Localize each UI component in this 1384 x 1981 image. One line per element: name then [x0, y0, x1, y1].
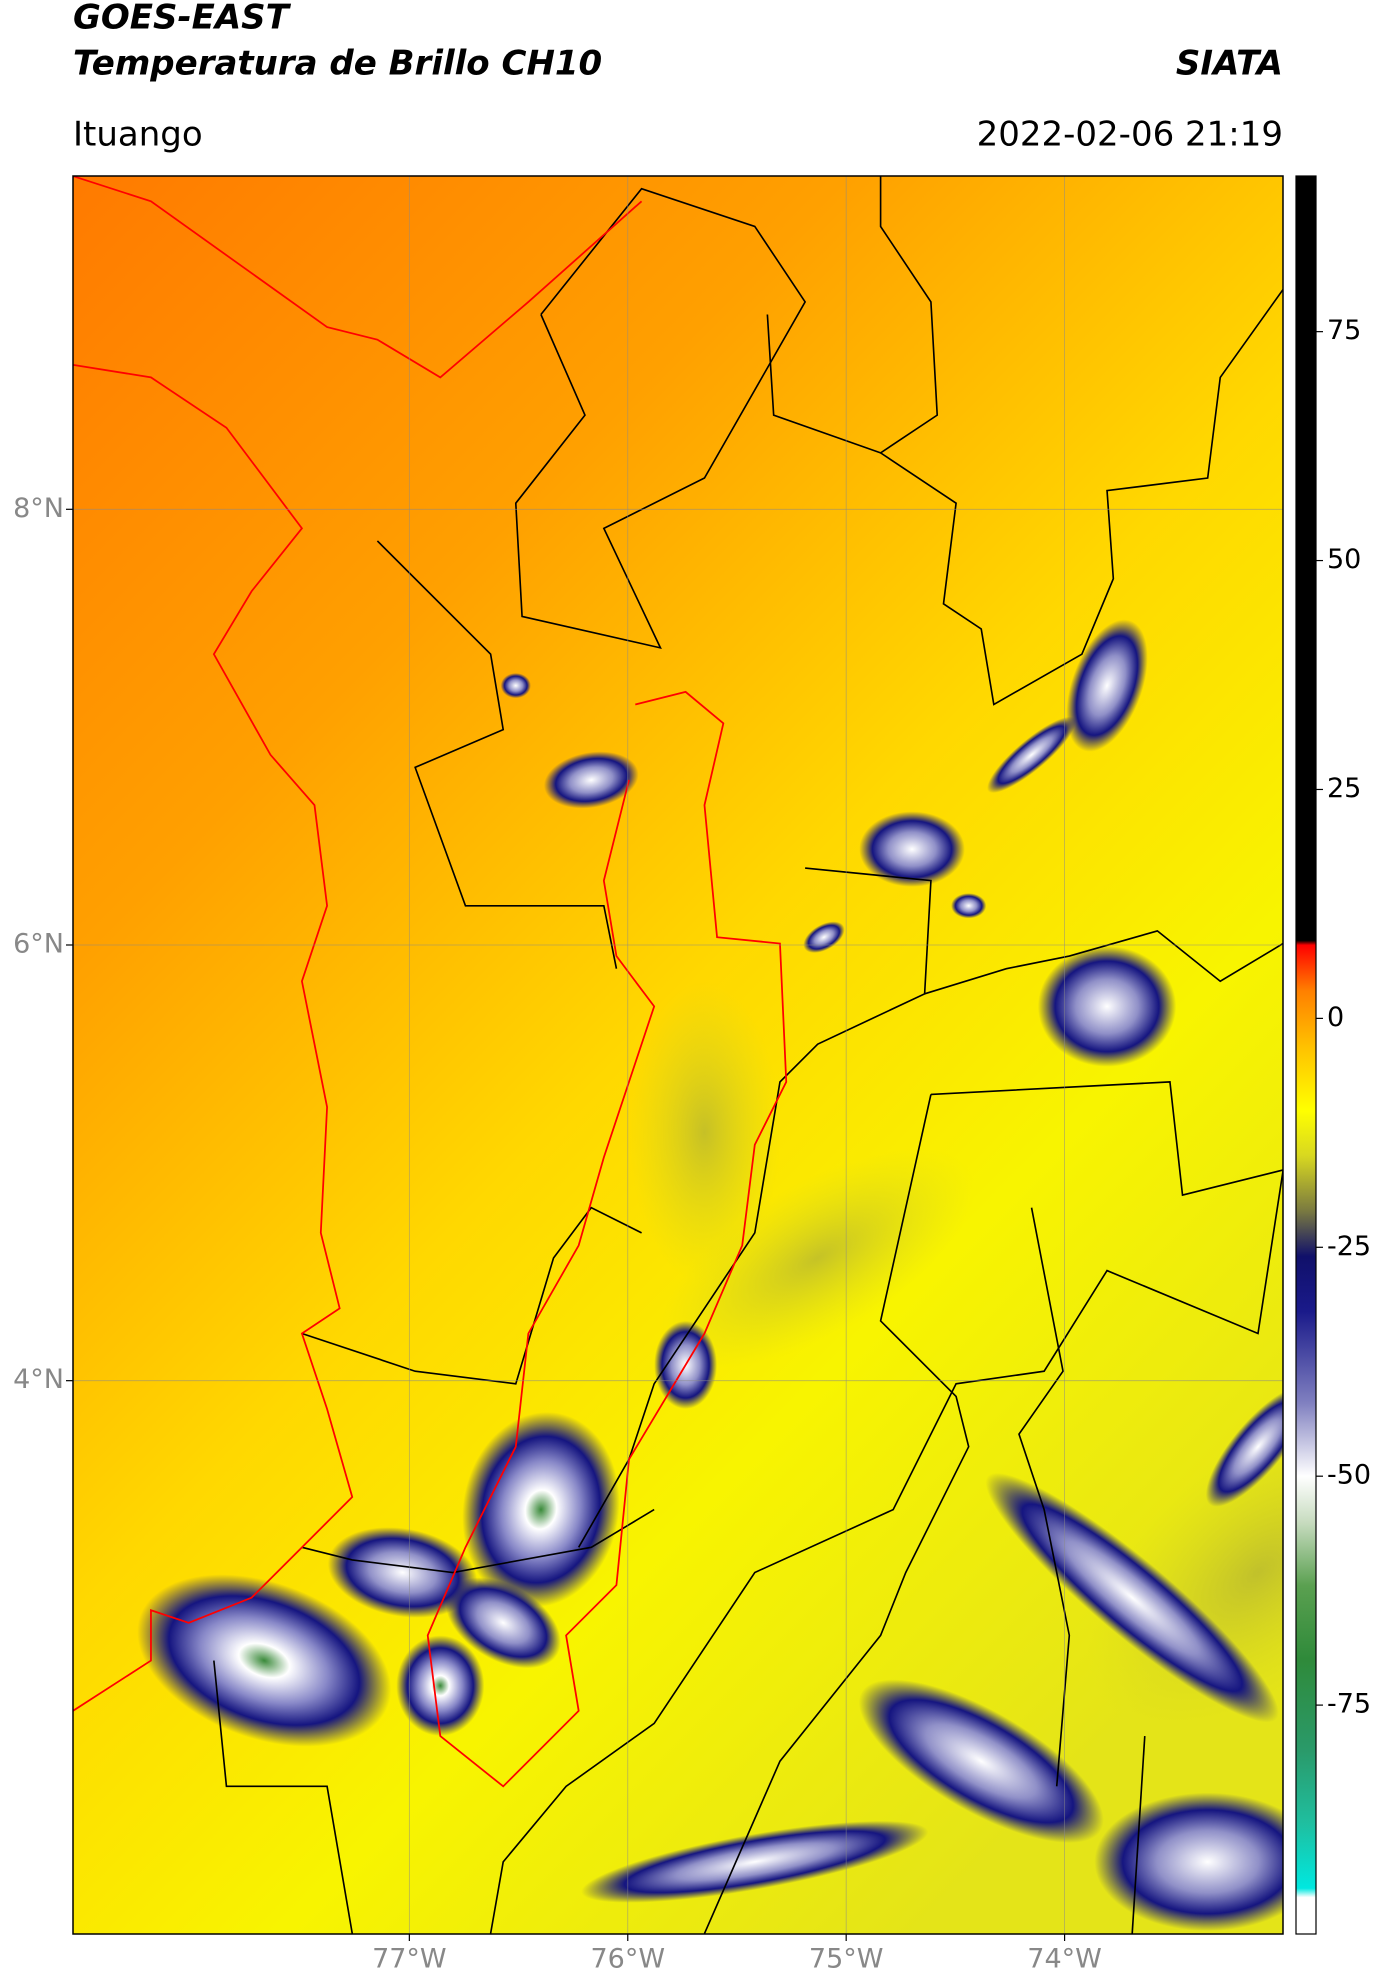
x-tick-label: 77°W: [372, 1944, 447, 1975]
borders: [73, 176, 1283, 1934]
cloud-blob: [1205, 1386, 1283, 1507]
map-frame: [72, 175, 1284, 1935]
cloud-blob: [985, 1472, 1279, 1723]
title: GOES-EAST: [73, 0, 292, 38]
cloud-blob: [1094, 1792, 1283, 1932]
x-tick-label: 76°W: [590, 1944, 665, 1975]
cloud-blob: [396, 1635, 485, 1737]
colorbar: [1295, 175, 1317, 1935]
cloud-blob: [543, 751, 639, 809]
colorbar-tick-label: -75: [1327, 1689, 1371, 1720]
y-tick-label: 8°N: [13, 493, 64, 524]
cloud-blob: [1037, 946, 1177, 1067]
cloud-blob: [500, 673, 531, 699]
cloud-blob: [859, 811, 965, 887]
colorbar-tick-label: 25: [1327, 773, 1361, 804]
colorbar-tick-label: 0: [1327, 1002, 1344, 1033]
cloud-blob: [629, 981, 780, 1284]
subtitle: Temperatura de Brillo CH10: [73, 44, 602, 84]
location: Ituango: [73, 115, 203, 155]
colorbar-tick-label: 50: [1327, 544, 1361, 575]
clouds: [137, 619, 1283, 1932]
brand: SIATA: [1176, 44, 1283, 84]
datetime: 2022-02-06 21:19: [977, 115, 1283, 155]
colorbar-tick-label: 75: [1327, 315, 1361, 346]
cloud-blob: [951, 893, 987, 919]
x-tick-label: 75°W: [809, 1944, 884, 1975]
cloud-blob: [987, 716, 1076, 793]
colorbar-tick-label: -50: [1327, 1460, 1371, 1491]
cloud-blob: [462, 1412, 620, 1608]
y-tick-label: 4°N: [13, 1364, 64, 1395]
map-image: [73, 176, 1283, 1934]
x-tick-label: 74°W: [1027, 1944, 1102, 1975]
cloud-blob: [660, 1148, 975, 1368]
cloud-blob: [327, 1527, 478, 1618]
colorbar-tick-label: -25: [1327, 1231, 1371, 1262]
y-tick-label: 6°N: [13, 928, 64, 959]
cloud-blob: [1066, 619, 1148, 752]
cloud-blob: [445, 1577, 561, 1669]
cloud-blob: [858, 1679, 1104, 1843]
cloud-blob: [581, 1820, 929, 1903]
